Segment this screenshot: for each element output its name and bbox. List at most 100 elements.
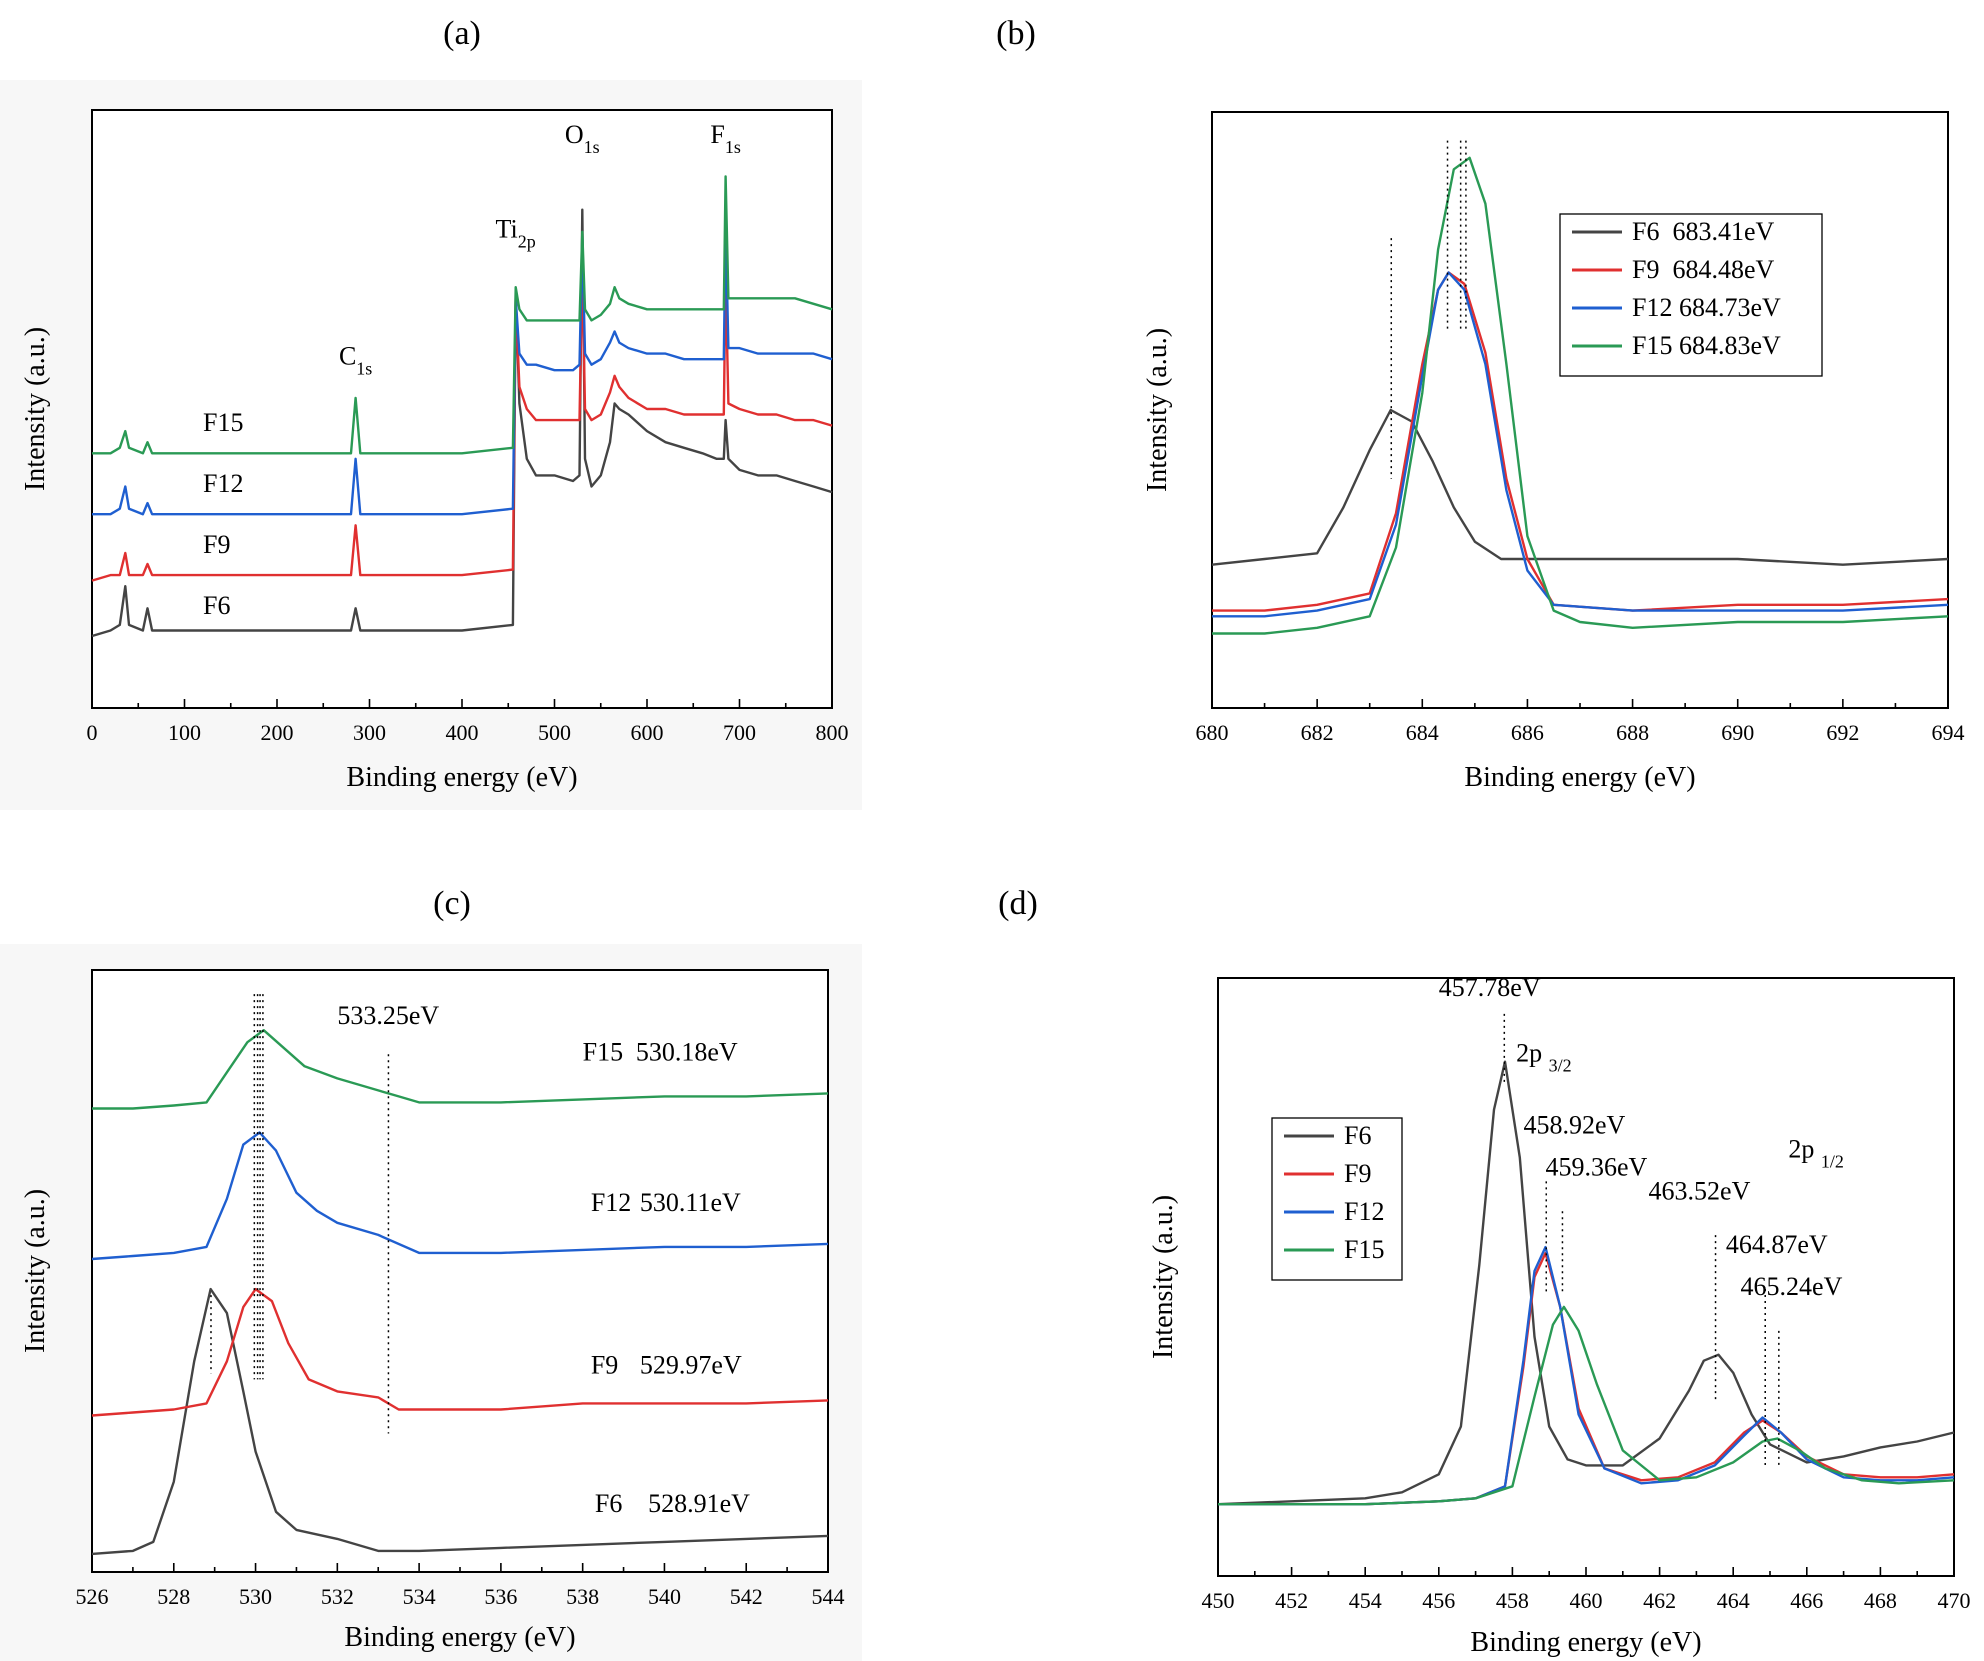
legend-entry: F6 683.41eV [1632,217,1775,246]
panel-b-series-layer [1211,156,1949,635]
panel-c-x-ticks: 526 528 530 532 534 536 538 540 542 544 [76,1563,845,1609]
annotation-label: F9 [591,1350,618,1379]
x-tick-label: 464 [1717,1588,1750,1613]
annotation-label: 533.25eV [337,1001,439,1030]
x-tick-label: 600 [631,720,664,745]
panel-a-label: (a) [443,15,481,52]
x-tick-label: 688 [1616,720,1649,745]
panel-d-label: (d) [998,885,1038,922]
x-tick-label: 692 [1826,720,1859,745]
legend-entry: F9 684.48eV [1632,255,1775,284]
x-tick-label: 200 [261,720,294,745]
x-tick-label: 500 [538,720,571,745]
annotation-label: 457.78eV [1439,973,1541,1002]
series-line-f15 [1218,1305,1955,1506]
x-tick-label: 460 [1570,1588,1603,1613]
panel-d-y-axis-title: Intensity (a.u.) [1148,1195,1179,1359]
x-tick-label: 470 [1938,1588,1971,1613]
panel-c-annotation-layer: 533.25eV F15 530.18eV F12 530.11eV F9 529.97eV… [337,1001,750,1518]
panel-b-y-axis-title: Intensity (a.u.) [1142,328,1173,492]
x-tick-label: 542 [730,1584,763,1609]
series-line-f15 [92,175,833,455]
x-tick-label: 800 [816,720,849,745]
panel-c-label: (c) [433,885,471,922]
panel-c-plot-area [91,969,829,1573]
series-line-f15 [92,1029,829,1110]
x-tick-label: 400 [446,720,479,745]
series-side-label: F6 [203,591,230,620]
series-line-f6 [1211,408,1949,566]
peak-label: O1s [565,120,600,157]
panel-b-x-axis-title: Binding energy (eV) [1464,762,1695,793]
x-tick-label: 534 [403,1584,436,1609]
series-side-label: F9 [203,530,230,559]
panel-d-legend: F6 F9 F12 F15 [1271,1117,1403,1281]
panel-b-f1s-spectrum: (b) 680 682 684 686 688 690 692 694 F6 683.41eV… [996,15,1964,793]
legend-entry: F15 [1344,1235,1384,1264]
annotation-label: 528.91eV [648,1489,750,1518]
legend-entry: F15 684.83eV [1632,331,1781,360]
peak-label: C1s [339,342,372,379]
panel-a-plot-area [91,109,833,709]
series-line-f9 [1212,271,1949,612]
x-tick-label: 544 [812,1584,845,1609]
x-tick-label: 450 [1202,1588,1235,1613]
legend-entry: F9 [1344,1159,1371,1188]
series-line-f15 [1212,156,1949,635]
x-tick-label: 686 [1511,720,1544,745]
x-tick-label: 454 [1349,1588,1382,1613]
x-tick-label: 462 [1643,1588,1676,1613]
x-tick-label: 526 [76,1584,109,1609]
x-tick-label: 300 [353,720,386,745]
x-tick-label: 680 [1196,720,1229,745]
panel-b-guide-layer [1390,140,1467,479]
x-tick-label: 540 [648,1584,681,1609]
panel-d-ti2p-spectrum: (d) 450 452 454 456 458 460 462 464 466 468 470 45… [998,885,1970,1658]
legend-entry: F6 [1344,1121,1371,1150]
x-tick-label: 0 [87,720,98,745]
panel-b-label: (b) [996,15,1036,52]
x-tick-label: 694 [1932,720,1965,745]
panel-b-plot-area [1211,111,1949,709]
x-tick-label: 458 [1496,1588,1529,1613]
series-line-f6 [91,1287,829,1556]
panel-a-series-layer [91,175,833,638]
annotation-label: 459.36eV [1546,1152,1648,1181]
x-tick-label: 530 [239,1584,272,1609]
x-tick-label: 700 [723,720,756,745]
panel-c-series-layer [91,1029,829,1556]
x-tick-label: 452 [1275,1588,1308,1613]
annotation-label: 464.87eV [1726,1230,1828,1259]
annotation-label: F12 [591,1188,631,1217]
x-tick-label: 100 [168,720,201,745]
panel-a-annotation-layer: F15 F12 F9 F6 C1s Ti2p O1s F1s [203,120,741,620]
series-side-label: F12 [203,469,243,498]
x-tick-label: 684 [1406,720,1439,745]
panel-c-x-axis-title: Binding energy (eV) [344,1622,575,1653]
panel-b-legend: F6 683.41eV F9 684.48eV F12 684.73eV F15 68… [1559,213,1823,377]
series-line-f6 [1217,1060,1955,1506]
series-side-label: F15 [203,408,243,437]
series-line-f12 [91,1131,829,1261]
panel-a-x-ticks: 0 100 200 300 400 500 600 700 800 [87,699,849,745]
orbital-label: 2p 3/2 [1516,1039,1572,1076]
annotation-label: 530.18eV [636,1037,738,1066]
legend-entry: F12 [1344,1197,1384,1226]
x-tick-label: 528 [157,1584,190,1609]
x-tick-label: 532 [321,1584,354,1609]
annotation-label: 530.11eV [640,1188,741,1217]
x-tick-label: 456 [1422,1588,1455,1613]
x-tick-label: 466 [1790,1588,1823,1613]
x-tick-label: 468 [1864,1588,1897,1613]
orbital-label: 2p 1/2 [1788,1134,1844,1171]
annotation-label: F6 [595,1489,622,1518]
x-tick-label: 536 [484,1584,517,1609]
annotation-label: 458.92eV [1523,1110,1625,1139]
panel-d-x-axis-title: Binding energy (eV) [1470,1627,1701,1658]
peak-label: Ti2p [496,214,536,251]
panel-c-o1s-spectrum: (c) 526 528 530 532 534 536 538 540 542 544 533.2… [0,885,862,1661]
annotation-label: F15 [583,1037,623,1066]
legend-box [1271,1117,1403,1281]
